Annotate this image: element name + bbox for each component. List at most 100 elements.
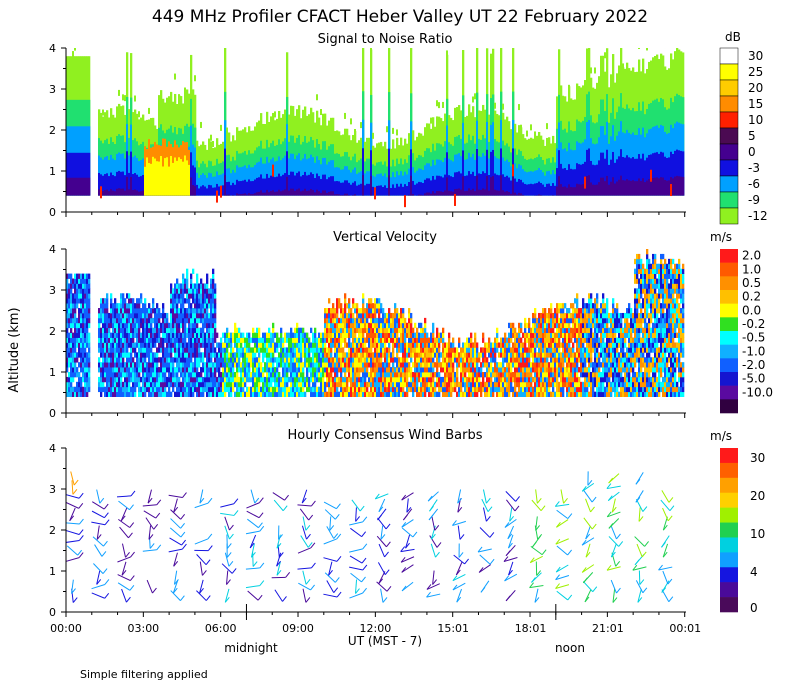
wind-barb	[426, 593, 441, 598]
wind-barb	[637, 588, 642, 603]
wind-barb-flag	[259, 580, 265, 586]
wind-barb-flag	[401, 494, 407, 501]
wind-barb-flag	[667, 515, 673, 522]
y-tick-label: 4	[49, 243, 56, 256]
wind-barb	[224, 552, 230, 567]
wind-barb-flag	[336, 556, 342, 562]
wind-barb-flag	[181, 539, 186, 546]
wind-barb-flag	[103, 540, 108, 547]
wind-barb	[531, 499, 542, 511]
wind-barb	[583, 517, 593, 530]
wind-barb-flag	[101, 551, 107, 557]
wind-barb-flag	[231, 568, 237, 574]
x-tick-label: 00:01	[669, 622, 701, 635]
wind-barb-flag	[205, 559, 211, 565]
wind-barb	[116, 495, 132, 498]
wind-barb	[143, 510, 157, 519]
wind-barb-flag	[430, 533, 436, 540]
midnight-label: midnight	[224, 641, 278, 655]
wind-barb-flag	[667, 578, 673, 585]
wind-barb-flag	[155, 512, 161, 519]
wind-barb	[245, 567, 260, 570]
wind-barb-flag	[508, 542, 513, 549]
wind-barb-flag	[361, 557, 367, 564]
wind-barb-flag	[457, 497, 463, 504]
wind-barb	[355, 507, 357, 522]
wind-barb	[456, 588, 463, 603]
wind-barb	[274, 589, 283, 602]
wind-barb	[556, 590, 569, 601]
wind-barb-flag	[377, 514, 382, 521]
wind-barb	[221, 563, 233, 574]
wind-barb-flag	[662, 551, 668, 558]
wind-barb	[196, 554, 207, 566]
wind-barb	[302, 588, 307, 603]
wind-barb-flag	[426, 584, 432, 590]
wind-barb	[606, 566, 621, 571]
wind-barb-flag	[79, 518, 84, 525]
wind-barb-flag	[285, 572, 291, 578]
wind-barb	[582, 581, 594, 593]
wind-barb	[199, 579, 204, 594]
wind-barb-flag	[480, 587, 486, 593]
wind-barb-flag	[128, 532, 133, 539]
wind-barb-flag	[485, 515, 491, 522]
x-tick-label: 09:00	[282, 622, 314, 635]
wind-barb	[245, 530, 260, 535]
wind-barb-flag	[531, 577, 536, 583]
wind-barb-flag	[72, 597, 78, 603]
wind-barb	[607, 511, 621, 518]
wind-barb	[168, 548, 183, 553]
colorbar3-swatch	[720, 462, 738, 479]
wind-barb-flag	[78, 529, 84, 535]
wind-barb-flag	[71, 588, 76, 594]
wind-barb-flag	[459, 534, 465, 540]
wind-barb-flag	[362, 543, 368, 550]
wind-barb	[245, 585, 260, 589]
colorbar2-swatch	[720, 385, 738, 400]
colorbar2-label: -1.0	[742, 344, 765, 358]
wind-barb-flag	[182, 492, 187, 498]
wind-barb-flag	[432, 579, 437, 585]
colorbar2-swatch	[720, 303, 738, 318]
wind-barb	[607, 491, 620, 502]
wind-barb-flag	[529, 557, 535, 564]
wind-barb-flag	[329, 525, 335, 531]
wind-barb	[170, 518, 181, 529]
wind-barb-flag	[607, 495, 613, 501]
colorbar1-swatch	[719, 111, 739, 129]
wind-barb	[530, 555, 543, 564]
colorbar2-swatch	[720, 262, 738, 277]
wind-barb-flag	[590, 506, 595, 513]
wind-barb-flag	[567, 549, 573, 556]
wind-barb-flag	[278, 534, 283, 540]
wind-barb-flag	[180, 595, 185, 601]
wind-barb-flag	[182, 543, 187, 550]
wind-barb-flag	[125, 552, 130, 558]
wind-barb	[556, 509, 569, 520]
wind-barb-flag	[104, 512, 109, 519]
wind-barb-flag	[258, 522, 263, 529]
wind-barb	[534, 588, 539, 603]
colorbar1-label: -3	[748, 161, 760, 175]
wind-barb	[117, 556, 131, 563]
y-tick-label: 4	[49, 442, 56, 455]
wind-barb-flag	[78, 492, 84, 499]
wind-barb-flag	[555, 574, 560, 580]
wind-barb-flag	[555, 538, 561, 545]
wind-barb-flag	[229, 524, 234, 531]
wind-barb	[479, 554, 491, 565]
wind-barb-flag	[540, 505, 546, 511]
wind-barb	[329, 516, 332, 531]
wind-barb	[583, 490, 593, 503]
wind-barb-flag	[505, 595, 511, 602]
wind-barb-flag	[306, 533, 311, 540]
wind-barb	[224, 588, 230, 603]
wind-barb-flag	[385, 523, 391, 530]
panel1-title: Signal to Noise Ratio	[318, 32, 453, 47]
wind-barb-flag	[104, 579, 110, 585]
x-tick-label: 18:01	[515, 622, 547, 635]
wind-barb	[349, 555, 363, 564]
wind-barb-flag	[362, 516, 368, 523]
wind-barb-flag	[477, 546, 483, 553]
